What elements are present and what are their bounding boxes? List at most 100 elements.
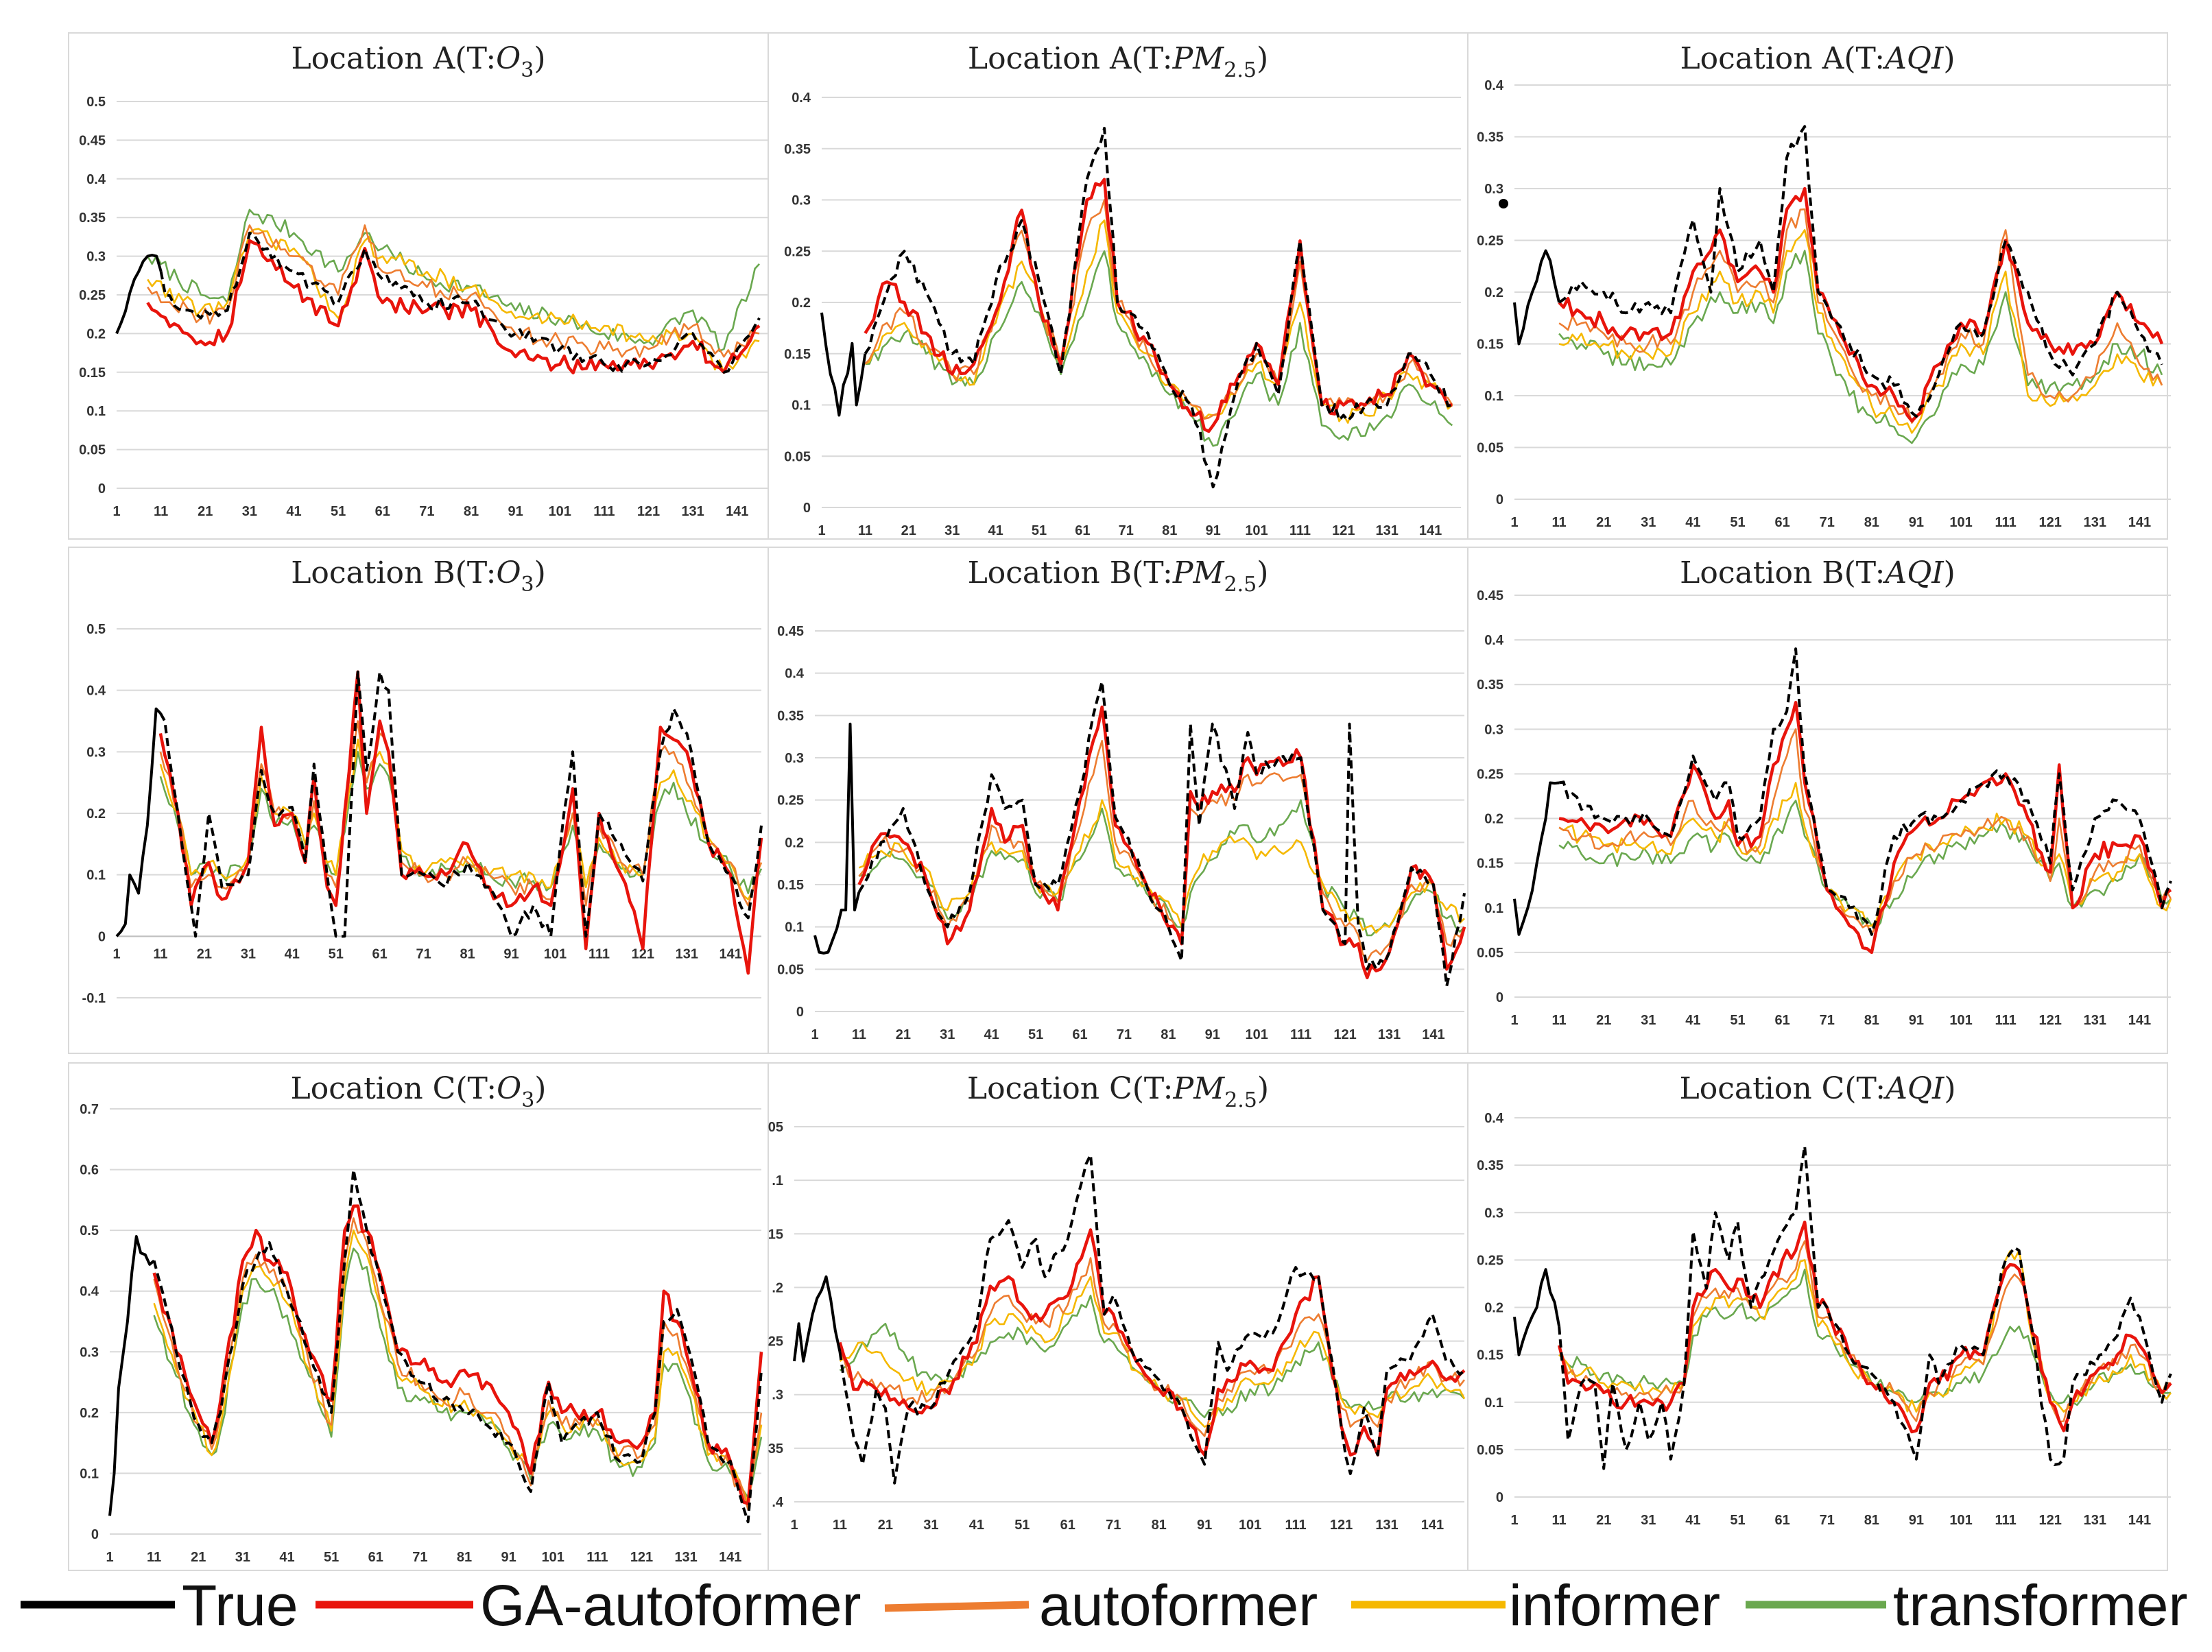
chart-title-target: PM (1172, 555, 1225, 590)
y-tick-label: 0.05 (1477, 946, 1503, 961)
series-line-transformer (858, 799, 1465, 937)
x-tick-label: 71 (412, 1550, 427, 1565)
y-tick-label: .1 (772, 1173, 783, 1188)
y-tick-label: 0.15 (1477, 1348, 1503, 1363)
y-tick-label: 0 (91, 1527, 99, 1542)
series-line-ga-autoformer (864, 178, 1453, 433)
y-tick-label: 0.1 (1484, 901, 1503, 916)
series-line-ga-autoformer (158, 670, 763, 975)
x-tick-label: 11 (1552, 1513, 1567, 1528)
x-tick-label: 111 (593, 504, 615, 519)
y-tick-label: 0 (1496, 492, 1503, 507)
y-tick-label: 0.3 (80, 1345, 99, 1360)
chart-title: Location A(T:AQI) (1680, 41, 1955, 76)
series-line-true-history (115, 707, 162, 937)
y-tick-label: -0.1 (82, 991, 106, 1006)
series-line-true-history (813, 722, 861, 955)
x-tick-label: 131 (674, 1550, 697, 1565)
x-tick-label: 131 (2084, 1513, 2106, 1528)
y-tick-label: 0 (1496, 1490, 1503, 1505)
y-tick-label: 0.05 (79, 443, 106, 458)
x-tick-label: 131 (1375, 1518, 1398, 1533)
x-tick-label: 111 (586, 1550, 608, 1565)
y-tick-label: 0.15 (784, 347, 811, 362)
y-tick-label: 0.2 (1484, 285, 1503, 300)
series-line-ga-autoformer (1558, 187, 2164, 423)
panel-frame (1467, 547, 2168, 1054)
x-tick-label: 31 (1641, 1013, 1656, 1028)
x-tick-label: 81 (1152, 1518, 1167, 1533)
chart-panel-c-o3: Location C(T:O3)00.10.20.30.40.50.60.71 1… (68, 1062, 769, 1571)
chart-title-prefix: Location C(T: (1680, 1071, 1886, 1106)
y-tick-label: 35 (768, 1441, 783, 1457)
chart-panel-b-pm2-5: Location B(T:PM2.5) 0 0.05 0.1 0.15 0.2 0.25 0.… (768, 547, 1468, 1054)
y-tick-label: 0 (98, 929, 106, 944)
chart-title-target: AQI (1883, 1071, 1945, 1106)
x-tick-label: 61 (1072, 1027, 1087, 1042)
x-tick-label: 41 (969, 1518, 984, 1533)
legend: True GA-autoformer autoformer informer t… (21, 1573, 2187, 1638)
x-tick-label: 1 (790, 1518, 798, 1533)
x-tick-label: 21 (191, 1550, 206, 1565)
x-tick-label: 51 (1730, 515, 1745, 530)
x-tick-label: 71 (1820, 1013, 1835, 1028)
x-tick-label: 101 (1245, 523, 1268, 538)
x-tick-label: 61 (1060, 1518, 1075, 1533)
series-line-true-future (864, 126, 1453, 489)
y-tick-label: 0.3 (1484, 722, 1503, 737)
y-tick-label: 0.2 (86, 806, 106, 822)
x-tick-label: 1 (1510, 515, 1518, 530)
x-tick-label: 11 (154, 504, 168, 519)
x-tick-label: 121 (637, 504, 660, 519)
y-tick-label: 0.05 (1477, 441, 1503, 456)
series-line-true-history (820, 312, 867, 417)
x-tick-label: 141 (2128, 1013, 2151, 1028)
x-tick-label: 111 (588, 946, 610, 961)
x-tick-label: 101 (1239, 1518, 1261, 1533)
x-tick-label: 1 (106, 1550, 113, 1565)
x-tick-label: 121 (2039, 1013, 2062, 1028)
x-tick-label: 31 (1641, 1513, 1656, 1528)
y-tick-label: 0.4 (1484, 633, 1504, 648)
x-tick-label: 51 (1730, 1013, 1745, 1028)
y-tick-label: 0.1 (80, 1466, 99, 1481)
y-tick-label: 0.2 (785, 835, 804, 850)
chart-panel-a-aqi: Location A(T:AQI) 0 0.05 0.1 0.15 0.2 0.25 0.3 0… (1467, 32, 2171, 540)
y-tick-label: 0.5 (80, 1223, 99, 1238)
y-tick-label: 0.25 (784, 244, 811, 259)
x-tick-label: 61 (1774, 515, 1789, 530)
chart-title-suffix: ) (1944, 1071, 1955, 1106)
legend-label-autoformer: autoformer (1039, 1573, 1318, 1638)
chart-title-target: O (496, 555, 521, 590)
chart-title: Location A(T:O3) (291, 41, 545, 82)
y-tick-label: 0.15 (1477, 337, 1503, 352)
x-tick-label: 11 (1552, 515, 1567, 530)
y-tick-label: 0.3 (1484, 1206, 1503, 1221)
chart-title: Location A(T:PM2.5) (968, 41, 1268, 82)
y-tick-label: .2 (772, 1280, 783, 1295)
chart-title-prefix: Location A(T: (291, 41, 496, 76)
x-tick-label: 101 (549, 504, 571, 519)
x-tick-label: 1 (818, 523, 825, 538)
series-line-true-history (115, 254, 163, 335)
chart-title-suffix: ) (1257, 41, 1268, 76)
series-line-transformer (865, 250, 1453, 447)
x-tick-label: 111 (1995, 515, 2017, 530)
x-tick-label: 11 (147, 1550, 161, 1565)
series-line-true-history (1513, 781, 1560, 936)
x-tick-label: 51 (1028, 1027, 1043, 1042)
chart-title: Location C(T:AQI) (1680, 1071, 1956, 1106)
x-tick-label: 111 (1995, 1513, 2017, 1528)
y-tick-label: 0.45 (1477, 588, 1503, 603)
x-tick-label: 51 (324, 1550, 339, 1565)
chart-title-subscript: 3 (521, 58, 534, 82)
x-tick-label: 51 (1730, 1513, 1745, 1528)
y-tick-label: 0 (803, 501, 811, 516)
x-tick-label: 111 (1290, 1027, 1311, 1042)
x-tick-label: 21 (198, 504, 213, 519)
x-tick-label: 91 (1909, 1513, 1924, 1528)
x-tick-label: 21 (1596, 1513, 1611, 1528)
x-tick-label: 101 (1246, 1027, 1268, 1042)
y-tick-label: 05 (768, 1120, 783, 1135)
x-tick-label: 141 (719, 1550, 741, 1565)
